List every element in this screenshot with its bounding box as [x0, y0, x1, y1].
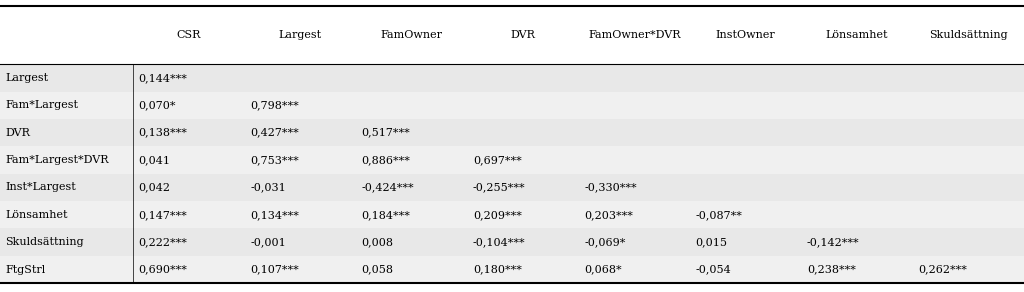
Text: Largest: Largest	[5, 73, 48, 83]
Text: InstOwner: InstOwner	[716, 30, 775, 40]
Text: 0,138***: 0,138***	[138, 128, 187, 138]
Text: 0,068*: 0,068*	[584, 265, 622, 274]
Text: 0,262***: 0,262***	[919, 265, 967, 274]
Text: -0,069*: -0,069*	[584, 237, 626, 247]
Text: CSR: CSR	[176, 30, 201, 40]
Text: -0,031: -0,031	[250, 182, 286, 192]
Text: 0,070*: 0,070*	[138, 100, 176, 110]
Bar	[0, 119, 1024, 146]
Text: 0,107***: 0,107***	[250, 265, 299, 274]
Text: 0,144***: 0,144***	[138, 73, 187, 83]
Text: -0,330***: -0,330***	[584, 182, 637, 192]
Text: 0,042: 0,042	[138, 182, 171, 192]
Text: -0,104***: -0,104***	[473, 237, 525, 247]
Text: 0,238***: 0,238***	[807, 265, 856, 274]
Text: 0,798***: 0,798***	[250, 100, 299, 110]
Text: 0,222***: 0,222***	[138, 237, 187, 247]
Text: -0,054: -0,054	[695, 265, 731, 274]
Text: -0,001: -0,001	[250, 237, 286, 247]
Text: Inst*Largest: Inst*Largest	[5, 182, 76, 192]
Bar	[0, 6, 1024, 64]
Text: 0,690***: 0,690***	[138, 265, 187, 274]
Text: -0,424***: -0,424***	[361, 182, 414, 192]
Text: DVR: DVR	[5, 128, 30, 138]
Text: FamOwner: FamOwner	[381, 30, 442, 40]
Bar	[0, 64, 1024, 92]
Text: Fam*Largest: Fam*Largest	[5, 100, 78, 110]
Text: DVR: DVR	[510, 30, 536, 40]
Text: 0,134***: 0,134***	[250, 210, 299, 220]
Bar	[0, 228, 1024, 256]
Text: 0,184***: 0,184***	[361, 210, 411, 220]
Text: 0,209***: 0,209***	[473, 210, 521, 220]
Text: 0,147***: 0,147***	[138, 210, 187, 220]
Text: Skuldsättning: Skuldsättning	[5, 237, 84, 247]
Text: -0,142***: -0,142***	[807, 237, 859, 247]
Bar	[0, 146, 1024, 174]
Bar	[0, 256, 1024, 283]
Text: 0,041: 0,041	[138, 155, 171, 165]
Text: FtgStrl: FtgStrl	[5, 265, 45, 274]
Text: -0,255***: -0,255***	[473, 182, 525, 192]
Bar	[0, 174, 1024, 201]
Text: Fam*Largest*DVR: Fam*Largest*DVR	[5, 155, 109, 165]
Text: 0,886***: 0,886***	[361, 155, 411, 165]
Text: 0,427***: 0,427***	[250, 128, 299, 138]
Text: FamOwner*DVR: FamOwner*DVR	[588, 30, 681, 40]
Text: 0,517***: 0,517***	[361, 128, 411, 138]
Text: 0,753***: 0,753***	[250, 155, 299, 165]
Text: 0,058: 0,058	[361, 265, 393, 274]
Text: Largest: Largest	[279, 30, 322, 40]
Text: 0,008: 0,008	[361, 237, 393, 247]
Bar	[0, 201, 1024, 228]
Text: 0,180***: 0,180***	[473, 265, 521, 274]
Text: 0,203***: 0,203***	[584, 210, 633, 220]
Text: 0,697***: 0,697***	[473, 155, 521, 165]
Text: Lönsamhet: Lönsamhet	[825, 30, 888, 40]
Text: 0,015: 0,015	[695, 237, 727, 247]
Bar	[0, 92, 1024, 119]
Text: -0,087**: -0,087**	[695, 210, 742, 220]
Text: Skuldsättning: Skuldsättning	[929, 30, 1008, 40]
Text: Lönsamhet: Lönsamhet	[5, 210, 68, 220]
